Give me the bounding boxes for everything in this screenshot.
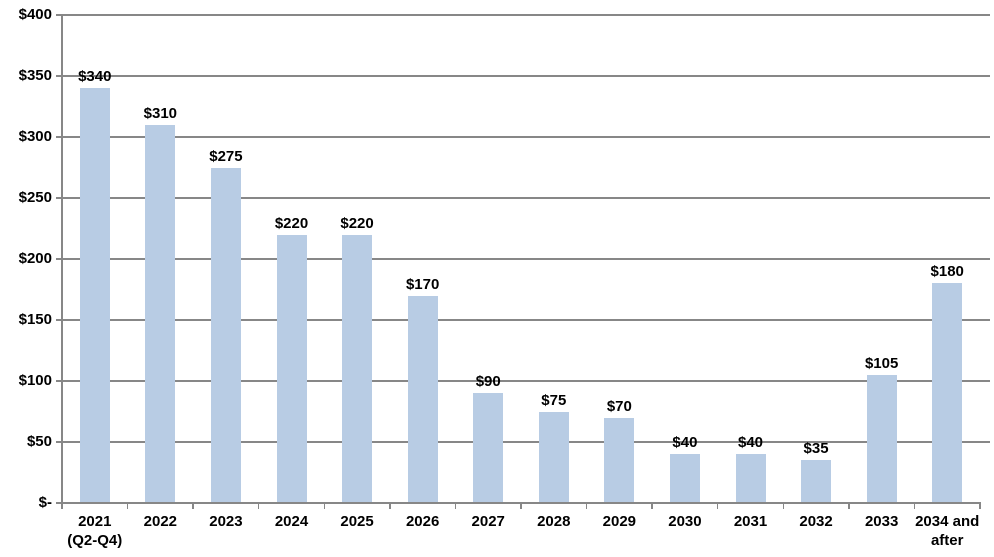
y-gridline (62, 14, 990, 16)
bar-2028 (538, 411, 569, 503)
x-axis-category-label: 2023 (209, 513, 243, 530)
x-axis-category-label: 2027 (471, 513, 505, 530)
y-axis-tick-label: $- (38, 494, 52, 511)
y-axis-tick-label: $250 (18, 189, 52, 206)
y-axis-tick (56, 441, 62, 443)
bar-value-label: $220 (274, 214, 309, 232)
y-gridline (62, 380, 990, 382)
y-axis-tick (56, 136, 62, 138)
y-axis-tick-label: $350 (18, 67, 52, 84)
bar-2021 (79, 88, 110, 503)
y-gridline (62, 197, 990, 199)
bar-2033 (866, 374, 897, 503)
x-axis-category-label: 2026 (405, 513, 440, 530)
y-gridline (62, 136, 990, 138)
x-axis-category-label: 2021 (Q2-Q4) (67, 513, 123, 549)
x-axis-tick (651, 503, 653, 509)
y-axis-tick-label: $400 (18, 6, 52, 23)
x-axis-tick (585, 503, 588, 509)
bar-2031 (735, 454, 766, 503)
y-axis-tick (56, 380, 62, 382)
x-axis-tick (979, 503, 981, 509)
x-axis-category-label: 2025 (340, 513, 374, 530)
x-axis-tick (323, 503, 326, 509)
x-axis-category-label: 2024 (274, 513, 309, 530)
bar-value-label: $275 (209, 147, 243, 165)
x-axis-category-label: 2032 (799, 513, 833, 530)
y-axis-tick (56, 197, 62, 199)
y-axis-tick-label: $300 (18, 128, 52, 145)
bar-value-label: $40 (737, 434, 764, 452)
x-axis-tick (782, 503, 785, 509)
x-axis-category-label: 2030 (668, 513, 702, 530)
x-axis-tick (848, 503, 850, 509)
y-axis-tick-label: $100 (18, 372, 52, 389)
y-axis-tick (56, 14, 62, 16)
x-axis-category-label: 2033 (864, 513, 899, 530)
bar-value-label: $90 (475, 373, 501, 391)
x-axis-category-label: 2029 (602, 513, 637, 530)
bar-value-label: $70 (606, 397, 632, 415)
x-axis-category-label: 2034 and after (915, 513, 980, 549)
x-axis-category-label: 2022 (143, 513, 178, 530)
bar-2032 (801, 460, 832, 503)
x-axis-tick (913, 503, 916, 509)
x-axis-tick (389, 503, 391, 509)
bar-2024 (276, 234, 307, 503)
y-axis-tick (56, 75, 62, 77)
bar-value-label: $75 (541, 391, 567, 409)
y-gridline (62, 75, 990, 77)
y-axis-line (61, 15, 63, 509)
bar-value-label: $220 (340, 214, 374, 232)
y-axis-tick (56, 258, 62, 260)
x-axis-tick (192, 503, 194, 509)
bar-value-label: $340 (78, 68, 112, 86)
bar-value-label: $40 (672, 434, 698, 452)
x-axis-tick (520, 503, 522, 509)
bar-value-label: $105 (864, 354, 899, 372)
bar-value-label: $35 (803, 440, 829, 458)
bar-2034-and (932, 283, 963, 503)
y-gridline (62, 441, 990, 443)
bar-value-label: $310 (143, 104, 178, 122)
x-axis-tick (454, 503, 457, 509)
bar-value-label: $180 (930, 263, 964, 281)
x-axis-category-label: 2031 (733, 513, 768, 530)
x-axis-category-label: 2028 (537, 513, 571, 530)
x-axis-tick (126, 503, 129, 509)
bar-2030 (669, 454, 700, 503)
bar-2027 (473, 393, 504, 503)
x-axis-line (56, 502, 981, 504)
y-axis-tick (56, 319, 62, 321)
bar-value-label: $170 (405, 275, 440, 293)
x-axis-tick (257, 503, 260, 509)
y-axis-tick-label: $200 (18, 250, 52, 267)
bar-2029 (604, 417, 635, 503)
bar-2022 (145, 124, 176, 503)
x-axis-tick (716, 503, 719, 509)
bar-2025 (342, 234, 373, 503)
y-gridline (62, 319, 990, 321)
y-gridline (62, 258, 990, 260)
bar-2023 (210, 167, 241, 503)
bar-2026 (407, 295, 438, 503)
y-axis-tick-label: $50 (26, 433, 52, 450)
y-axis-tick-label: $150 (18, 311, 52, 328)
